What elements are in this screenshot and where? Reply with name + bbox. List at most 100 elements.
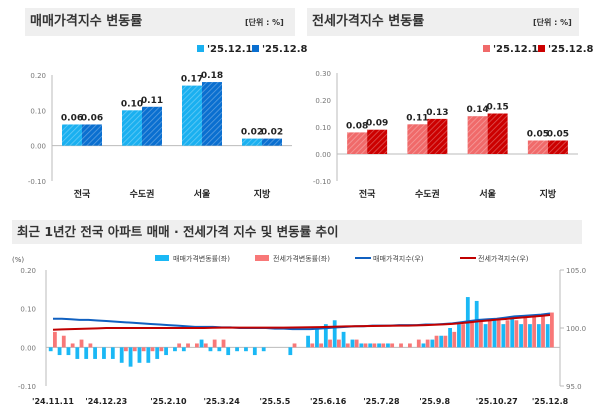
weekly-bar [532,316,537,348]
bar-hatch [407,124,428,154]
y-tick-label: -0.10 [313,178,331,186]
weekly-bar [536,324,541,348]
weekly-bar [461,324,466,348]
weekly-bar [545,324,550,348]
x-tick-label: '25.10.27 [476,397,518,406]
weekly-bar [457,324,461,348]
weekly-bar [519,324,523,348]
weekly-bar [443,335,448,348]
category-label: 지방 [254,188,271,200]
weekly-bar [350,339,355,348]
weekly-bar [332,320,337,348]
left-tick-label: -0.10 [18,383,36,391]
weekly-bar [390,343,395,348]
bar-hatch [202,82,222,146]
legend-swatch [197,45,204,52]
weekly-bar [146,347,151,363]
x-tick-label: '24.12.23 [85,397,127,406]
legend-swatch [483,45,490,52]
left-tick-label: 0.00 [20,344,36,352]
left-tick-label: 0.10 [20,306,36,314]
weekly-bar [474,300,479,348]
weekly-bar [528,324,532,348]
x-tick-label: '25.9.8 [419,397,450,406]
x-tick-label: '25.12.8 [532,397,569,406]
weekly-bar [292,343,297,348]
weekly-bar [173,347,177,352]
weekly-bar [492,320,497,348]
weekly-bar [141,347,146,352]
bar-hatch [262,138,282,146]
weekly-bar [310,343,315,348]
category-label: 전국 [359,188,376,200]
weekly-bar [372,343,377,348]
weekly-bar [430,339,435,348]
weekly-bar [57,347,62,356]
index-line [52,314,551,331]
weekly-bar [164,347,168,356]
weekly-bar [261,347,266,352]
x-tick-label: '25.2.10 [150,397,187,406]
weekly-bar [416,339,421,348]
bar-hatch [527,140,548,154]
weekly-bar [541,316,545,348]
weekly-bar [377,343,381,348]
weekly-bar [483,324,488,348]
y-tick-label: 0.10 [30,107,46,115]
index-line [53,312,551,331]
bar-hatch [367,129,388,154]
y-axis-unit: (%) [12,256,24,264]
legend-swatch [255,255,269,261]
y-tick-label: -0.10 [28,178,46,186]
weekly-bar [448,328,452,348]
weekly-bar [88,343,93,348]
data-label: 0.02 [261,128,283,138]
legend-swatch [155,255,169,261]
bar-hatch [427,118,448,154]
weekly-bar [53,331,57,348]
weekly-bar [341,331,346,348]
weekly-bar [345,343,350,348]
weekly-bar [434,335,439,348]
legend-label: 전세가격지수(우) [478,254,529,263]
weekly-bar [288,347,293,356]
weekly-bar [487,320,492,348]
weekly-bar [479,320,483,348]
weekly-bar [337,339,341,348]
category-label: 전국 [74,188,91,200]
weekly-bar [186,343,190,348]
data-label: 0.02 [241,128,263,138]
weekly-bar [408,343,412,348]
jeonse-panel-unit: [단위 : %] [533,18,572,27]
weekly-bar [381,343,386,348]
right-tick-label: 95.0 [566,383,582,391]
weekly-bar [79,339,84,348]
bar-hatch [62,124,82,146]
weekly-bar [514,320,519,348]
bar-hatch [467,116,488,154]
weekly-bar [354,339,359,348]
weekly-bar [505,320,510,348]
weekly-bar [93,347,97,359]
x-tick-label: '24.11.11 [32,397,74,406]
weekly-bar [319,343,324,348]
sale-panel-unit: [단위 : %] [245,18,284,27]
legend-label: '25.12.8 [548,44,593,55]
weekly-bar [496,320,501,348]
weekly-bar [523,316,528,348]
data-label: 0.13 [426,108,448,118]
weekly-bar [452,331,457,348]
data-label: 0.05 [527,130,549,140]
weekly-bar [425,339,430,348]
y-tick-label: 0.10 [315,124,331,132]
weekly-bar [221,339,226,348]
weekly-bar [235,347,239,352]
data-label: 0.06 [61,113,83,123]
bar-hatch [347,132,368,154]
legend-label: '25.12.1 [207,44,252,55]
weekly-bar [75,347,80,359]
weekly-bar [399,343,403,348]
data-label: 0.14 [467,105,489,115]
legend-label: 매매가격지수(우) [373,254,424,263]
data-label: 0.11 [406,113,428,123]
